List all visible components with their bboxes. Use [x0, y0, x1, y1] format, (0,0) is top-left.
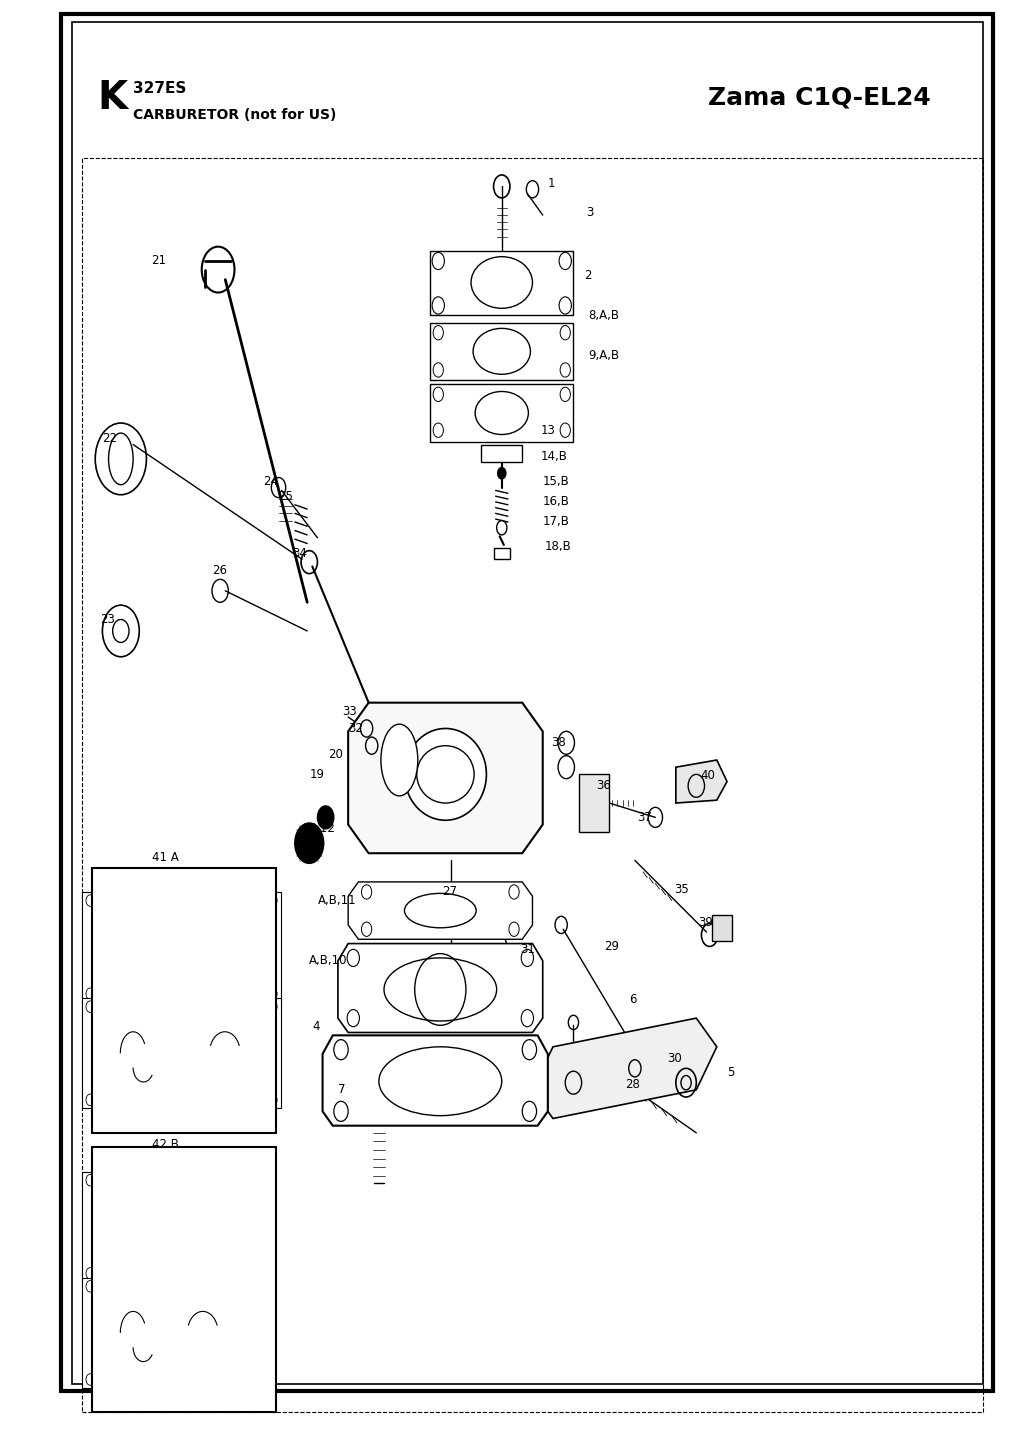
- Text: 19: 19: [309, 767, 325, 782]
- Circle shape: [446, 905, 455, 916]
- Ellipse shape: [404, 893, 476, 928]
- Text: 327ES: 327ES: [133, 82, 186, 96]
- Text: 39: 39: [698, 915, 714, 929]
- Text: 41 A: 41 A: [152, 850, 178, 865]
- Text: 6: 6: [629, 992, 636, 1007]
- Polygon shape: [430, 384, 573, 442]
- Text: 33: 33: [342, 704, 356, 718]
- Text: A,B,10: A,B,10: [309, 954, 348, 968]
- Polygon shape: [169, 998, 282, 1108]
- Text: 8,A,B: 8,A,B: [588, 308, 618, 323]
- Bar: [481, 445, 522, 462]
- Text: 28: 28: [625, 1077, 640, 1091]
- Text: 24: 24: [263, 475, 279, 489]
- Ellipse shape: [109, 433, 133, 485]
- Text: 23: 23: [100, 612, 116, 627]
- Text: Zama C1Q-EL24: Zama C1Q-EL24: [708, 86, 931, 109]
- Circle shape: [498, 467, 506, 479]
- Ellipse shape: [475, 391, 528, 435]
- Ellipse shape: [379, 1047, 502, 1116]
- Text: 3: 3: [586, 205, 593, 219]
- Text: 18,B: 18,B: [545, 539, 571, 554]
- Text: 2: 2: [584, 268, 591, 282]
- Circle shape: [295, 823, 324, 863]
- Bar: [712, 915, 732, 941]
- Text: CARBURETOR (not for US): CARBURETOR (not for US): [133, 108, 337, 122]
- Text: 13: 13: [541, 423, 556, 437]
- Text: 9,A,B: 9,A,B: [588, 348, 618, 363]
- Bar: [92, 1147, 276, 1412]
- Text: 35: 35: [674, 882, 688, 896]
- Polygon shape: [430, 251, 573, 315]
- Text: 4: 4: [312, 1020, 319, 1034]
- Polygon shape: [82, 892, 195, 1002]
- Polygon shape: [323, 1035, 548, 1126]
- Text: 17,B: 17,B: [543, 515, 569, 529]
- Polygon shape: [82, 998, 195, 1108]
- Text: 34: 34: [292, 546, 307, 561]
- Polygon shape: [430, 323, 573, 380]
- Ellipse shape: [404, 728, 486, 820]
- Polygon shape: [348, 703, 543, 853]
- Text: B,12: B,12: [309, 822, 336, 836]
- Text: 27: 27: [442, 885, 458, 899]
- Bar: [92, 868, 276, 1133]
- Polygon shape: [146, 1172, 259, 1282]
- Text: 42 B: 42 B: [152, 1137, 178, 1152]
- Text: 7: 7: [338, 1083, 345, 1097]
- Polygon shape: [146, 1278, 259, 1388]
- Text: 38: 38: [551, 736, 565, 750]
- Bar: [494, 548, 510, 559]
- Circle shape: [247, 1174, 261, 1195]
- Polygon shape: [338, 944, 543, 1032]
- Text: 30: 30: [668, 1051, 682, 1065]
- Polygon shape: [348, 882, 532, 939]
- Polygon shape: [676, 760, 727, 803]
- Text: 14,B: 14,B: [541, 449, 567, 463]
- Ellipse shape: [473, 328, 530, 374]
- Text: 40: 40: [700, 769, 716, 783]
- Text: 1: 1: [548, 176, 555, 191]
- Text: 37: 37: [637, 810, 652, 825]
- Bar: [579, 774, 609, 832]
- Text: K: K: [97, 79, 127, 116]
- Text: A,B,11: A,B,11: [317, 893, 356, 908]
- Circle shape: [317, 806, 334, 829]
- Text: 15,B: 15,B: [543, 475, 569, 489]
- Text: 31: 31: [520, 942, 536, 956]
- Text: 36: 36: [596, 779, 611, 793]
- Ellipse shape: [417, 746, 474, 803]
- Text: 26: 26: [212, 564, 227, 578]
- Text: 22: 22: [102, 432, 118, 446]
- Text: 16,B: 16,B: [543, 495, 569, 509]
- Polygon shape: [82, 1278, 195, 1388]
- Ellipse shape: [471, 257, 532, 308]
- Polygon shape: [82, 1172, 195, 1282]
- FancyBboxPatch shape: [61, 14, 993, 1391]
- Text: 20: 20: [328, 747, 343, 761]
- Text: 29: 29: [604, 939, 620, 954]
- Ellipse shape: [381, 724, 418, 796]
- Text: 32: 32: [348, 721, 364, 736]
- Ellipse shape: [384, 958, 497, 1021]
- Text: 21: 21: [152, 254, 167, 268]
- Text: 5: 5: [727, 1065, 734, 1080]
- Polygon shape: [169, 892, 282, 1002]
- Polygon shape: [532, 1018, 717, 1119]
- Circle shape: [247, 1268, 261, 1288]
- Text: 25: 25: [279, 489, 294, 503]
